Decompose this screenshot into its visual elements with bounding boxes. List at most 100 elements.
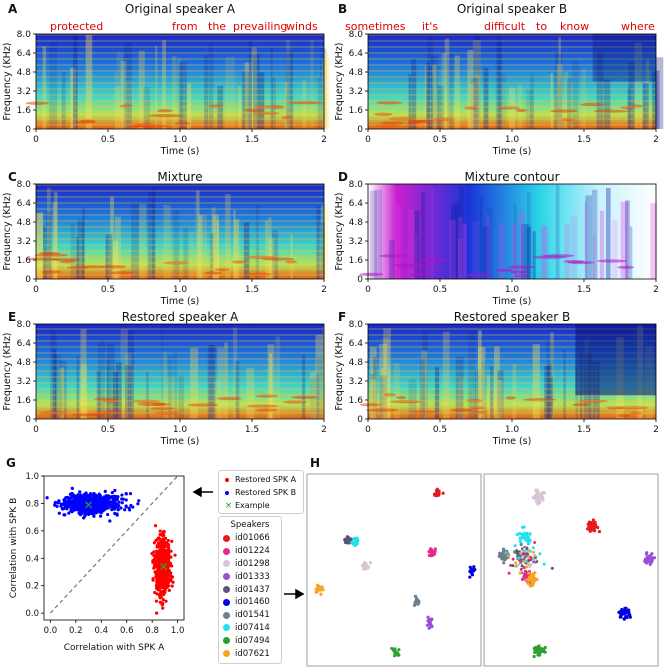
scatter-point — [152, 550, 156, 554]
scatter-y-label: Correlation with SPK B — [9, 498, 19, 599]
legend-label: Restored SPK B — [235, 488, 297, 497]
scatter-point — [121, 497, 125, 501]
word-b-5: where — [621, 20, 655, 33]
example-marker — [85, 501, 93, 509]
speaker-id: id01460 — [235, 597, 270, 608]
speaker-legend-item: id01460 — [223, 596, 277, 609]
scatter-y-tick: 0.0 — [25, 609, 39, 619]
scatter-point — [45, 496, 49, 500]
scatter-point — [78, 490, 82, 494]
embedding-point — [525, 565, 529, 569]
embedding-point — [538, 552, 542, 556]
speaker-id: id01298 — [235, 558, 270, 569]
scatter-point — [78, 508, 82, 512]
embedding-point — [619, 609, 624, 613]
scatter-point — [114, 494, 118, 499]
embedding-point — [344, 539, 348, 544]
speaker-id: id07494 — [235, 635, 270, 646]
speaker-legend-item: id01066 — [223, 532, 277, 545]
scatter-point — [158, 574, 162, 578]
scatter-point — [119, 506, 123, 510]
x-axis-label: Time (s) — [160, 296, 200, 307]
embedding-point — [542, 562, 546, 566]
speaker-id: id07414 — [235, 622, 270, 633]
x-tick-label: 0.5 — [433, 425, 447, 435]
panel-h-letter: H — [310, 456, 321, 470]
y-tick-label: 0 — [357, 275, 363, 285]
embedding-point — [592, 527, 596, 531]
legend-item-example: × Example — [222, 499, 300, 512]
embedding-point — [366, 565, 370, 569]
embedding-point — [393, 654, 397, 658]
scatter-point — [78, 499, 82, 503]
x-tick-label: 1.5 — [245, 425, 259, 435]
embedding-point — [520, 555, 524, 559]
embedding-point — [535, 494, 539, 498]
scatter-point — [66, 504, 71, 509]
embedding-point — [591, 518, 595, 522]
scatter-point — [162, 561, 166, 565]
embedding-point — [511, 564, 515, 568]
y-axis-label: Frequency (KHz) — [334, 193, 345, 271]
embedding-point — [539, 497, 543, 501]
embedding-point — [528, 538, 532, 542]
scatter-point — [154, 549, 159, 553]
embedding-point — [520, 577, 525, 582]
embedding-point — [353, 543, 357, 548]
scatter-point — [158, 600, 162, 604]
embedding-point — [514, 564, 518, 568]
embedding-point — [520, 549, 524, 553]
x-axis-label: Time (s) — [160, 146, 200, 157]
embedding-point — [441, 491, 445, 495]
x-tick-label: 1.0 — [173, 285, 188, 295]
scatter-x-tick: 1.0 — [171, 626, 185, 636]
embedding-point — [524, 559, 528, 563]
scatter-point — [158, 570, 163, 574]
y-tick-label: 6.4 — [17, 339, 32, 349]
y-tick-label: 1.6 — [17, 396, 32, 406]
embedding-point — [644, 552, 649, 556]
embedding-point — [647, 558, 651, 562]
scatter-point — [96, 501, 100, 505]
embedding-point — [393, 647, 397, 651]
embedding-point — [522, 566, 526, 570]
scatter-point — [112, 503, 116, 507]
arrow-to-scatter — [192, 486, 213, 498]
scatter-point — [170, 584, 174, 588]
embedding-point — [596, 525, 600, 530]
scatter-point — [161, 532, 165, 536]
y-tick-label: 3.2 — [17, 237, 31, 247]
embedding-point — [514, 561, 518, 565]
embedding-point — [390, 646, 394, 651]
embedding-point — [469, 568, 473, 573]
scatter-point — [98, 507, 102, 511]
scatter-point — [78, 513, 83, 517]
embedding-point — [396, 653, 400, 657]
panel-b-title: Original speaker B — [456, 2, 568, 16]
scatter-point — [120, 501, 124, 505]
embedding-point — [433, 547, 437, 551]
x-tick-label: 0.5 — [101, 285, 115, 295]
bottom-figures: 0.0 0.2 0.4 0.6 0.8 1.0 0.0 0.2 0.4 0.6 0.8 1.0 Corr… — [9, 472, 659, 667]
embedding-point — [314, 590, 318, 594]
embedding-point — [528, 565, 532, 569]
scatter-point — [110, 507, 114, 512]
scatter-point — [63, 503, 67, 507]
scatter-x-tick: 0.2 — [69, 626, 83, 636]
x-tick-label: 0 — [365, 425, 371, 435]
scatter-x-tick: 0.6 — [120, 626, 134, 636]
y-tick-label: 3.2 — [349, 237, 363, 247]
embedding-point — [519, 543, 523, 547]
word-b-0: sometimes — [345, 20, 406, 33]
scatter-point — [158, 532, 162, 537]
x-tick-label: 2 — [321, 285, 327, 295]
scatter-point — [159, 584, 163, 588]
y-tick-label: 6.4 — [349, 339, 364, 349]
embedding-point — [502, 557, 507, 562]
embedding-point — [532, 560, 536, 564]
scatter-point — [154, 538, 158, 543]
word-a-0: protected — [50, 20, 104, 33]
scatter-x-tick: 0.0 — [44, 626, 58, 636]
embedding-point — [364, 562, 368, 566]
embedding-panel-1 — [306, 473, 482, 667]
